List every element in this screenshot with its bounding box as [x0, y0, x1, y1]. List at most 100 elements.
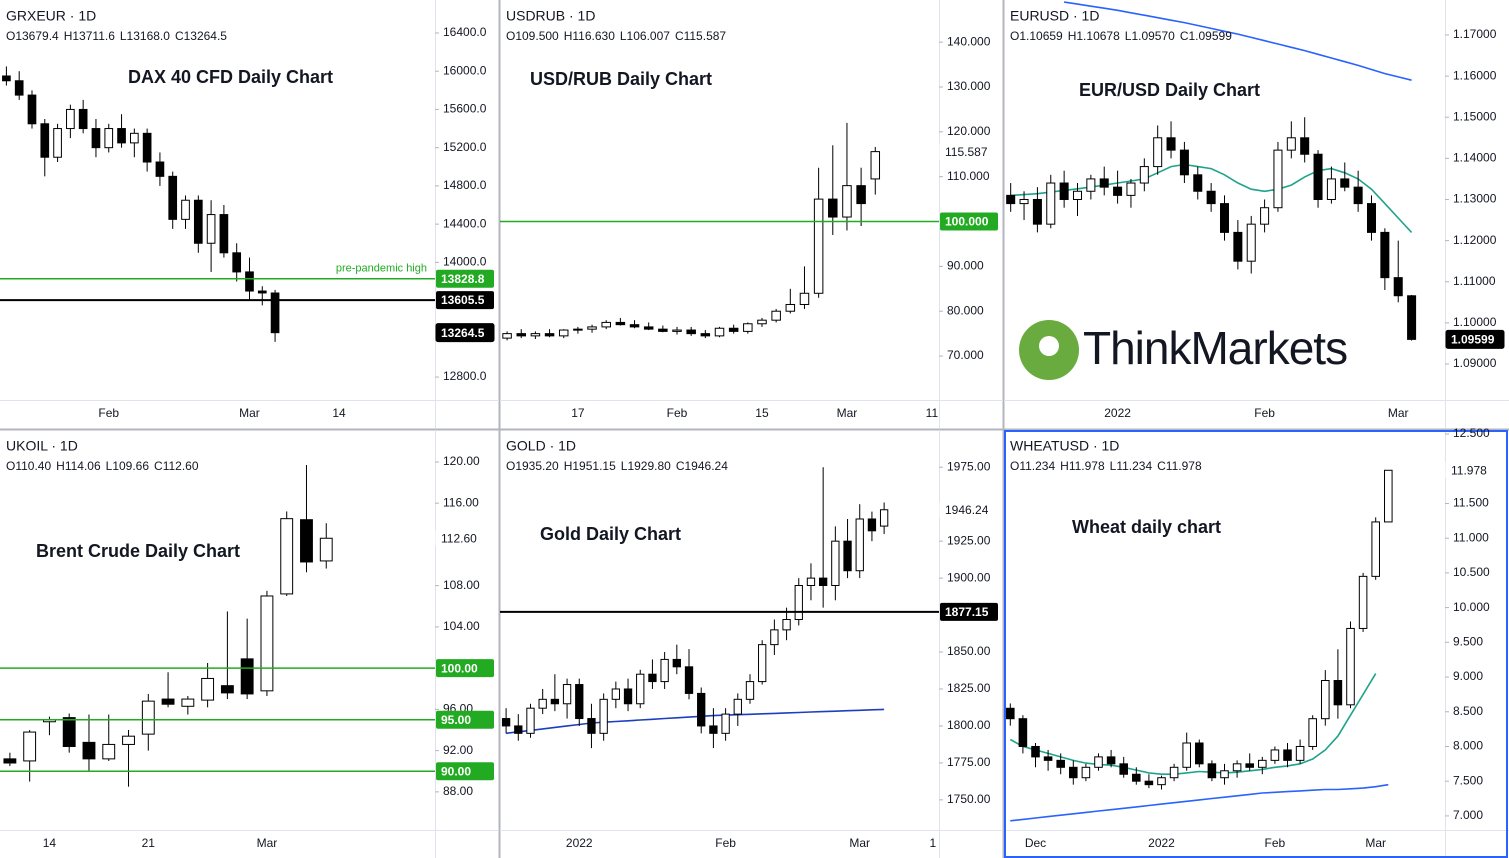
ohlc-value: C112.60	[154, 459, 199, 473]
candle-body	[516, 333, 526, 337]
y-tick-label: 12800.0	[443, 369, 487, 383]
candle-body	[102, 743, 116, 760]
y-tick-label: 14400.0	[443, 216, 487, 230]
x-tick-label: Feb	[98, 406, 119, 420]
y-tick-label: 1925.00	[947, 533, 991, 547]
candle-body	[758, 644, 767, 683]
candle-body	[770, 629, 779, 646]
candle-body	[502, 333, 512, 339]
y-tick-label: 10.500	[1453, 565, 1490, 579]
candle-body	[1380, 231, 1390, 279]
candle-body	[122, 735, 135, 745]
candle-body	[743, 323, 753, 332]
candle-body	[818, 577, 828, 587]
ohlc-value: O109.500	[506, 29, 559, 43]
last-price-label: 13264.5	[441, 326, 485, 340]
y-tick-label: 90.000	[947, 259, 984, 273]
ohlc-value: L109.66	[106, 459, 150, 473]
x-tick-label: Dec	[1025, 836, 1046, 850]
level-label-box	[940, 212, 998, 231]
candle-body	[260, 595, 274, 692]
candle-body	[220, 685, 234, 694]
ohlc-value: O13679.4	[6, 29, 59, 43]
chart-annotation: Brent Crude Daily Chart	[36, 541, 240, 561]
candle-body	[1366, 203, 1377, 233]
candle-body	[501, 718, 511, 727]
candle-body	[514, 725, 523, 734]
plot-area	[2, 66, 280, 342]
y-tick-label: 15200.0	[443, 140, 487, 154]
candle-body	[1113, 186, 1123, 196]
plot-area	[1006, 469, 1393, 822]
candle-body	[601, 321, 611, 328]
last-price-label: 112.60	[441, 531, 477, 545]
candle-body	[530, 333, 541, 337]
level-label: 13828.8	[441, 272, 485, 286]
y-tick-label: 7.500	[1453, 773, 1483, 787]
level-label: 95.00	[441, 713, 471, 727]
y-tick-label: 11.000	[1453, 530, 1489, 544]
candle-body	[697, 692, 706, 727]
y-tick-label: 9.000	[1453, 669, 1483, 683]
candle-body	[193, 199, 203, 244]
candle-body	[757, 319, 767, 325]
candle-body	[1295, 745, 1305, 761]
last-price-box	[939, 142, 999, 162]
candle-body	[714, 327, 725, 337]
ohlc-value: C13264.5	[175, 29, 227, 43]
level-label-box	[436, 762, 494, 781]
moving-average-line	[1063, 1, 1412, 81]
candle-body	[1081, 766, 1091, 779]
x-tick-label: Feb	[715, 836, 736, 850]
y-tick-label: 1.17000	[1453, 27, 1497, 41]
candle-body	[1300, 137, 1310, 155]
candle-body	[1086, 178, 1096, 192]
candle-body	[23, 731, 37, 762]
symbol-title: GRXEUR · 1D	[6, 8, 96, 24]
candle-body	[155, 161, 165, 177]
candle-body	[1270, 749, 1280, 761]
candle-body	[1006, 194, 1016, 205]
last-price-box	[1445, 460, 1505, 480]
y-tick-label: 14800.0	[443, 178, 487, 192]
candle-body	[1286, 137, 1296, 151]
level-label: 1877.15	[945, 605, 989, 619]
candle-body	[709, 725, 718, 734]
moving-average-line	[506, 708, 885, 735]
x-tick-label: 15	[755, 406, 769, 420]
candle-body	[629, 324, 640, 328]
y-tick-label: 108.00	[443, 578, 480, 592]
y-tick-label: 1800.00	[947, 718, 991, 732]
candle-body	[300, 519, 313, 563]
y-tick-label: 88.00	[443, 784, 473, 798]
ohlc-value: L106.007	[620, 29, 670, 43]
moving-average-line	[1009, 673, 1377, 775]
candle-body	[1232, 763, 1242, 772]
candle-body	[794, 585, 803, 621]
y-tick-label: 110.000	[947, 169, 990, 183]
x-tick-label: 11	[926, 406, 939, 420]
x-tick-label: 2022	[566, 836, 593, 850]
candle-body	[831, 540, 840, 587]
last-price-label: 11.978	[1451, 463, 1487, 477]
candle-body	[867, 518, 877, 532]
level-label-box	[436, 710, 494, 729]
ohlc-value: L1929.80	[621, 459, 671, 473]
y-tick-label: 10.000	[1453, 600, 1490, 614]
candle-body	[587, 326, 597, 330]
candle-body	[782, 619, 791, 631]
symbol-title: GOLD · 1D	[506, 438, 576, 454]
candle-body	[538, 698, 547, 709]
candle-body	[879, 509, 889, 527]
candle-body	[1006, 707, 1015, 720]
ohlc-value: H1951.15	[564, 459, 616, 473]
y-tick-label: 8.500	[1453, 704, 1483, 718]
candle-body	[1153, 137, 1163, 168]
ohlc-value: H116.630	[564, 29, 615, 43]
candle-body	[1283, 749, 1292, 761]
candle-body	[599, 698, 608, 734]
candle-body	[82, 741, 96, 760]
ohlc-value: C1.09599	[1180, 29, 1232, 43]
candle-body	[104, 128, 114, 149]
